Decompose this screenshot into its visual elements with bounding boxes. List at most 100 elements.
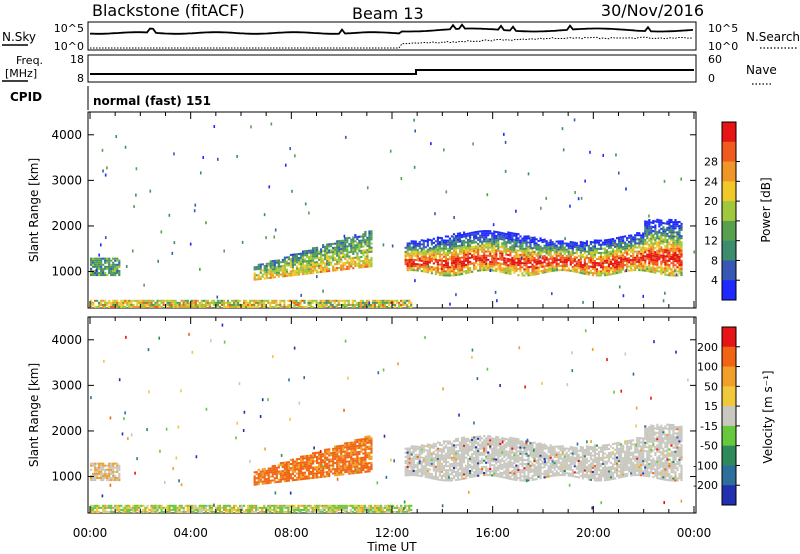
echo-cell [523, 251, 526, 254]
echo-cell [462, 448, 466, 451]
echo-cell [630, 269, 633, 272]
echo-cell [338, 262, 341, 265]
echo-cell [283, 273, 286, 276]
echo-cell [676, 223, 679, 226]
echo-cell [473, 436, 476, 439]
echo-cell [108, 462, 111, 465]
echo-cell [416, 472, 419, 475]
echo-cell [454, 274, 458, 277]
echo-cell [335, 305, 338, 308]
echo-cell [656, 257, 659, 260]
echo-cell [336, 467, 339, 470]
echo-cell [96, 267, 99, 270]
echo-cell [98, 466, 101, 469]
echo-cell [176, 303, 179, 306]
echo-cell [593, 255, 597, 258]
echo-cell [553, 261, 556, 264]
echo-cell [605, 239, 609, 242]
echo-cell [303, 475, 307, 478]
echo-cell [456, 456, 460, 459]
echo-cell [611, 272, 615, 275]
echo-cell [309, 454, 313, 457]
echo-cell [416, 257, 419, 260]
echo-cell [525, 247, 528, 250]
echo-cell [523, 237, 526, 240]
echo-cell [599, 253, 603, 257]
echo-cell [624, 264, 627, 267]
echo-cell [144, 299, 147, 302]
echo-cell [529, 265, 532, 268]
echo-cell [477, 435, 480, 438]
echo-cell [436, 271, 439, 274]
echo-cell [672, 229, 675, 232]
echo-cell [271, 479, 274, 482]
echo-cell [483, 449, 486, 452]
echo-cell [624, 260, 627, 263]
echo-cell [648, 229, 651, 232]
echo-cell [469, 244, 472, 247]
echo-cell [412, 465, 415, 468]
noise-point [622, 294, 625, 298]
echo-cell [666, 253, 669, 256]
echo-cell [672, 264, 675, 267]
echo-cell [108, 257, 111, 260]
echo-cell [440, 452, 444, 455]
echo-cell [436, 259, 439, 262]
noise-point [496, 299, 498, 303]
echo-cell [424, 467, 427, 470]
echo-cell [116, 479, 119, 482]
echo-cell [104, 299, 107, 302]
echo-cell [452, 440, 456, 443]
echo-cell [678, 225, 681, 228]
echo-cell [499, 264, 502, 267]
echo-cell [527, 253, 530, 256]
echo-cell [428, 259, 431, 262]
echo-cell [519, 260, 522, 263]
echo-cell [334, 447, 337, 450]
noise-point [199, 267, 201, 271]
echo-cell [309, 265, 313, 268]
echo-cell [220, 301, 224, 304]
echo-cell [479, 240, 482, 243]
echo-cell [263, 273, 266, 276]
echo-cell [658, 245, 661, 248]
echo-cell [654, 240, 657, 243]
echo-cell [297, 476, 301, 479]
echo-cell [617, 242, 621, 245]
echo-cell [527, 270, 530, 273]
echo-cell [436, 252, 439, 255]
echo-cell [358, 463, 361, 466]
echo-cell [303, 305, 306, 308]
echo-cell [440, 450, 444, 453]
echo-cell [575, 266, 578, 269]
echo-cell [579, 261, 582, 264]
echo-cell [328, 452, 331, 455]
echo-cell [418, 456, 421, 459]
echo-cell [194, 299, 197, 302]
echo-cell [275, 259, 278, 262]
echo-cell [491, 263, 494, 266]
echo-cell [275, 267, 278, 270]
echo-cell [529, 255, 532, 258]
echo-cell [243, 301, 246, 304]
echo-cell [430, 255, 433, 258]
echo-cell [475, 237, 478, 240]
echo-cell [100, 468, 103, 471]
echo-cell [460, 473, 464, 476]
echo-cell [322, 453, 325, 456]
echo-cell [112, 462, 115, 465]
echo-cell [622, 248, 625, 251]
echo-cell [428, 267, 431, 270]
echo-cell [420, 255, 423, 258]
echo-cell [477, 468, 480, 471]
echo-cell [579, 247, 582, 250]
echo-cell [279, 472, 282, 475]
echo-cell [426, 244, 429, 247]
echo-cell [650, 225, 653, 228]
echo-cell [473, 452, 476, 455]
echo-cell [617, 263, 621, 266]
echo-cell [422, 241, 425, 244]
echo-cell [628, 247, 631, 250]
echo-cell [334, 455, 337, 458]
echo-cell [601, 243, 605, 246]
